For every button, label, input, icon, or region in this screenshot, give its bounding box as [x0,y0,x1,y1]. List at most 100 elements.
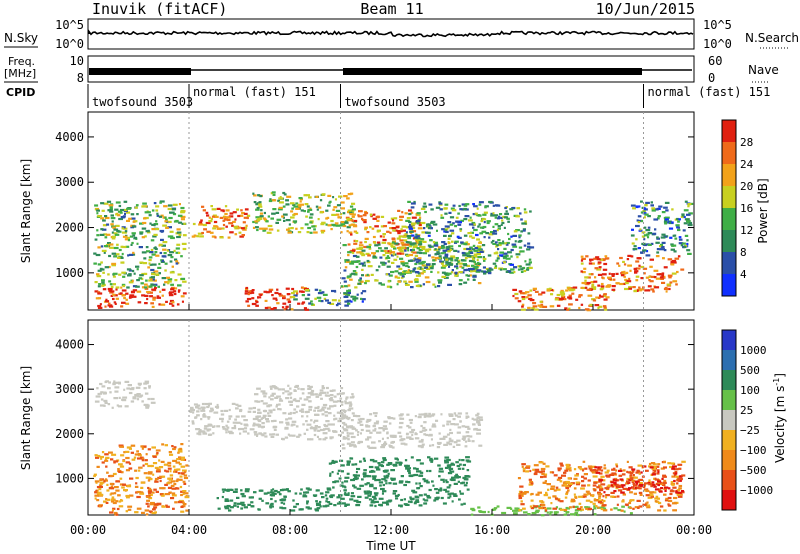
data-cell [518,246,523,249]
data-cell [636,469,640,472]
data-cell [308,216,313,219]
data-cell [452,493,457,496]
data-cell [225,424,228,427]
data-cell [342,485,346,488]
data-cell [306,428,309,431]
data-cell [683,222,688,225]
data-cell [680,244,683,247]
nave-label: Nave [748,63,779,77]
data-cell [318,438,322,441]
data-cell [532,305,538,308]
data-cell [505,243,509,246]
data-cell [273,492,277,495]
data-cell [120,256,124,259]
data-cell [506,506,512,509]
data-cell [389,252,392,255]
data-cell [525,263,531,266]
data-cell [131,232,136,235]
data-cell [341,417,346,420]
data-cell [399,435,403,438]
data-cell [632,482,635,485]
data-cell [427,456,431,459]
data-cell [147,397,151,401]
data-cell [415,496,420,499]
data-cell [154,503,159,506]
data-cell [179,447,182,450]
data-cell [469,216,472,219]
data-cell [290,509,296,512]
data-cell [175,260,179,263]
data-cell [443,488,447,491]
data-cell [370,273,374,276]
data-cell [671,475,675,478]
data-cell [121,226,126,229]
data-cell [449,495,452,498]
data-cell [616,479,620,482]
data-cell [467,274,470,277]
data-cell [463,438,466,441]
data-cell [640,265,645,269]
data-cell [219,216,224,219]
data-cell [287,433,290,436]
data-cell [183,474,188,477]
data-cell [147,471,153,474]
data-cell [602,504,607,507]
data-cell [356,247,361,250]
data-cell [276,403,279,406]
data-cell [366,490,371,493]
data-cell [686,213,691,216]
data-cell [665,218,669,221]
data-cell [521,465,524,468]
data-cell [257,194,261,197]
data-cell [296,292,299,295]
data-cell [647,236,650,239]
freq-unit-label: [MHz] [4,67,36,80]
data-cell [127,254,130,257]
data-cell [347,193,352,196]
data-cell [436,496,440,499]
data-cell [368,446,373,449]
data-cell [289,387,292,390]
data-cell [349,396,354,399]
data-cell [180,472,185,475]
data-cell [164,444,168,447]
data-cell [105,465,108,468]
data-cell [282,295,286,298]
data-cell [358,246,364,250]
data-cell [347,302,351,305]
data-cell [549,305,555,308]
data-cell [155,453,159,456]
data-cell [445,263,449,266]
data-cell [497,227,501,230]
data-cell [108,302,111,305]
data-cell [113,380,116,383]
data-cell [226,218,231,222]
data-cell [184,471,187,474]
data-cell [209,410,213,413]
data-cell [538,507,544,510]
data-cell [548,287,552,290]
data-cell [191,422,195,425]
data-cell [414,244,418,247]
data-cell [471,440,475,443]
data-cell [446,433,450,436]
data-cell [96,209,100,212]
data-cell [601,499,604,502]
data-cell [321,406,327,409]
data-cell [388,482,392,485]
data-cell [168,294,174,297]
data-cell [598,480,602,483]
data-cell [149,501,155,505]
data-cell [119,465,125,468]
data-cell [664,201,670,204]
data-cell [653,208,659,211]
data-cell [471,223,476,226]
data-cell [458,458,461,462]
data-cell [344,491,347,494]
data-cell [344,476,350,479]
data-cell [496,229,499,232]
data-cell [545,491,548,494]
data-cell [110,294,114,297]
data-cell [115,286,120,289]
data-cell [447,237,451,240]
